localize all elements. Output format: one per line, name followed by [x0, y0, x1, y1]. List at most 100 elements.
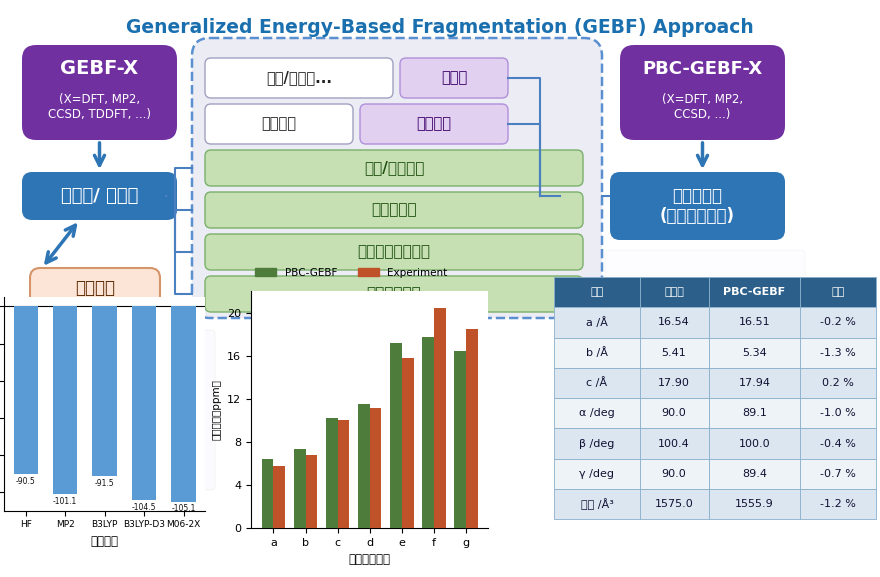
- FancyBboxPatch shape: [640, 338, 708, 368]
- Text: γ /deg: γ /deg: [579, 469, 614, 479]
- Bar: [274, 466, 285, 528]
- FancyBboxPatch shape: [554, 489, 640, 519]
- FancyBboxPatch shape: [800, 338, 876, 368]
- Text: -0.2 %: -0.2 %: [820, 317, 855, 327]
- FancyBboxPatch shape: [640, 428, 708, 459]
- Bar: [434, 308, 445, 528]
- Text: -101.1: -101.1: [53, 497, 77, 506]
- FancyBboxPatch shape: [554, 459, 640, 489]
- FancyBboxPatch shape: [192, 38, 602, 318]
- FancyBboxPatch shape: [205, 192, 583, 228]
- FancyBboxPatch shape: [800, 459, 876, 489]
- FancyBboxPatch shape: [708, 398, 800, 428]
- Text: 核磁共振谱: 核磁共振谱: [371, 203, 417, 218]
- Text: -104.5: -104.5: [132, 503, 157, 512]
- FancyBboxPatch shape: [554, 338, 640, 368]
- Text: -91.5: -91.5: [95, 479, 114, 488]
- Text: 参数: 参数: [590, 287, 604, 297]
- Text: -1.3 %: -1.3 %: [820, 348, 855, 358]
- Text: (X=DFT, MP2,
CCSD, ...): (X=DFT, MP2, CCSD, ...): [662, 93, 743, 121]
- FancyBboxPatch shape: [640, 489, 708, 519]
- Bar: [132, 306, 157, 500]
- Bar: [466, 329, 478, 528]
- FancyBboxPatch shape: [554, 307, 640, 338]
- Bar: [294, 449, 305, 528]
- FancyBboxPatch shape: [605, 250, 805, 410]
- Bar: [401, 358, 414, 528]
- Text: -0.7 %: -0.7 %: [820, 469, 855, 479]
- Text: -1.0 %: -1.0 %: [820, 409, 855, 418]
- FancyBboxPatch shape: [22, 45, 177, 140]
- Text: 分子结构: 分子结构: [261, 117, 297, 132]
- Text: -90.5: -90.5: [16, 477, 35, 486]
- FancyBboxPatch shape: [5, 330, 215, 490]
- FancyBboxPatch shape: [205, 276, 583, 312]
- FancyBboxPatch shape: [800, 428, 876, 459]
- FancyBboxPatch shape: [30, 268, 160, 308]
- FancyBboxPatch shape: [205, 234, 583, 270]
- Bar: [261, 459, 274, 528]
- Bar: [454, 350, 466, 528]
- Legend: PBC-GEBF, Experiment: PBC-GEBF, Experiment: [252, 264, 451, 282]
- FancyBboxPatch shape: [400, 58, 508, 98]
- Y-axis label: 化学位移（ppm）: 化学位移（ppm）: [211, 379, 222, 440]
- Bar: [390, 343, 401, 528]
- FancyBboxPatch shape: [800, 398, 876, 428]
- Text: -1.2 %: -1.2 %: [820, 499, 855, 509]
- FancyBboxPatch shape: [708, 277, 800, 307]
- Text: 16.54: 16.54: [658, 317, 690, 327]
- Bar: [370, 407, 381, 528]
- FancyBboxPatch shape: [554, 277, 640, 307]
- Text: 5.41: 5.41: [662, 348, 686, 358]
- Text: PBC-GEBF-X: PBC-GEBF-X: [642, 60, 763, 78]
- FancyBboxPatch shape: [640, 277, 708, 307]
- FancyBboxPatch shape: [708, 428, 800, 459]
- FancyBboxPatch shape: [610, 172, 785, 240]
- FancyBboxPatch shape: [554, 398, 640, 428]
- FancyBboxPatch shape: [708, 368, 800, 398]
- Bar: [13, 306, 38, 474]
- Text: PBC-GEBF: PBC-GEBF: [723, 287, 786, 297]
- Text: α /deg: α /deg: [579, 409, 615, 418]
- FancyBboxPatch shape: [22, 172, 177, 220]
- X-axis label: 计算方法: 计算方法: [91, 535, 119, 548]
- Text: 机器学习: 机器学习: [75, 279, 115, 297]
- Text: 红外/拉曼光谱: 红外/拉曼光谱: [363, 160, 424, 175]
- FancyBboxPatch shape: [205, 150, 583, 186]
- Text: 17.94: 17.94: [738, 378, 770, 388]
- Text: 大分子/ 分子簇: 大分子/ 分子簇: [61, 187, 138, 205]
- FancyBboxPatch shape: [640, 368, 708, 398]
- FancyBboxPatch shape: [554, 368, 640, 398]
- Text: 1555.9: 1555.9: [735, 499, 774, 509]
- Text: 5.34: 5.34: [742, 348, 766, 358]
- Text: 89.4: 89.4: [742, 469, 766, 479]
- Text: [分子结构图]: [分子结构图]: [92, 405, 128, 415]
- FancyBboxPatch shape: [554, 428, 640, 459]
- Text: (X=DFT, MP2,
CCSD, TDDFT, ...): (X=DFT, MP2, CCSD, TDDFT, ...): [48, 93, 151, 121]
- Text: GEBF-X: GEBF-X: [61, 59, 138, 78]
- Bar: [326, 418, 338, 528]
- FancyBboxPatch shape: [708, 338, 800, 368]
- Text: 实验值: 实验值: [664, 287, 684, 297]
- FancyBboxPatch shape: [360, 104, 508, 144]
- Text: β /deg: β /deg: [579, 439, 614, 448]
- Text: 晶体结构: 晶体结构: [416, 117, 451, 132]
- Text: c /Å: c /Å: [586, 377, 607, 388]
- FancyBboxPatch shape: [708, 459, 800, 489]
- Text: 能量/极化率...: 能量/极化率...: [266, 70, 332, 85]
- Bar: [53, 306, 77, 494]
- FancyBboxPatch shape: [800, 307, 876, 338]
- Text: 100.4: 100.4: [658, 439, 690, 448]
- Bar: [338, 421, 349, 528]
- FancyBboxPatch shape: [800, 368, 876, 398]
- Bar: [358, 404, 370, 528]
- Text: -105.1: -105.1: [172, 504, 196, 514]
- FancyBboxPatch shape: [800, 277, 876, 307]
- Bar: [422, 336, 434, 528]
- Text: 体积 /Å³: 体积 /Å³: [581, 498, 613, 510]
- FancyBboxPatch shape: [205, 104, 353, 144]
- Text: 偏差: 偏差: [832, 287, 845, 297]
- FancyBboxPatch shape: [640, 398, 708, 428]
- FancyBboxPatch shape: [620, 45, 785, 140]
- Bar: [172, 306, 196, 501]
